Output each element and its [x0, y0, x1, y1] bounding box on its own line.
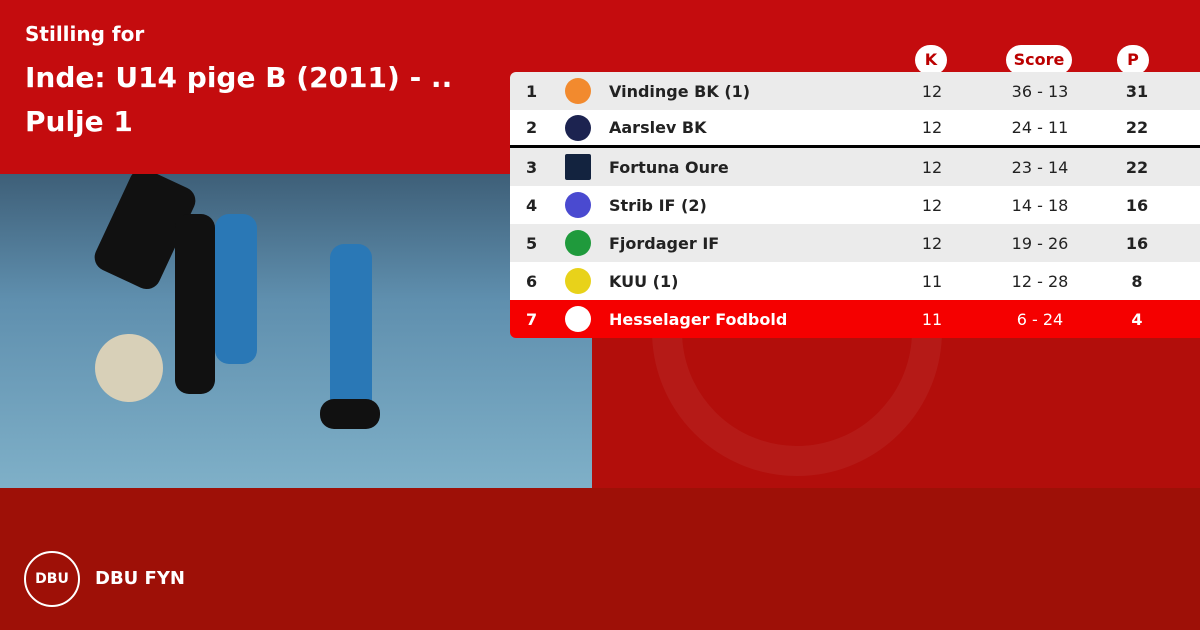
position: 3	[526, 157, 538, 177]
games-played: 12	[921, 81, 943, 101]
team-logo-icon	[565, 230, 591, 256]
games-played: 12	[921, 157, 943, 177]
team-name: KUU (1)	[609, 271, 679, 291]
points: 31	[1125, 81, 1149, 101]
games-played: 11	[921, 309, 943, 329]
table-row: 6 KUU (1) 11 12 - 28 8	[510, 262, 1200, 300]
dbu-logo: DBU	[24, 551, 80, 607]
score: 24 - 11	[1011, 118, 1069, 137]
team-name: Strib IF (2)	[609, 195, 707, 215]
page-title: Inde: U14 pige B (2011) - .. Pulje 1	[25, 61, 453, 138]
score: 14 - 18	[1011, 195, 1069, 215]
team-logo-icon	[565, 114, 591, 141]
team-name: Hesselager Fodbold	[609, 309, 788, 329]
position: 1	[526, 81, 538, 101]
team-name: Fjordager IF	[609, 233, 720, 253]
points: 16	[1125, 233, 1149, 253]
table-row: 1 Vindinge BK (1) 12 36 - 13 31	[510, 72, 1200, 110]
points: 16	[1125, 195, 1149, 215]
score: 12 - 28	[1011, 271, 1069, 291]
team-logo-icon	[565, 192, 591, 218]
org-name: DBU FYN	[95, 568, 185, 589]
futsal-photo	[0, 174, 592, 488]
games-played: 12	[921, 118, 943, 137]
team-name: Vindinge BK (1)	[609, 81, 751, 101]
score: 19 - 26	[1011, 233, 1069, 253]
table-row: 7 Hesselager Fodbold 11 6 - 24 4	[510, 300, 1200, 338]
position: 7	[526, 309, 538, 329]
table-row: 2 Aarslev BK 12 24 - 11 22	[510, 110, 1200, 148]
standings-table: 1 Vindinge BK (1) 12 36 - 13 31 2 Aarslev BK 12…	[510, 72, 1200, 338]
points: 22	[1125, 157, 1149, 177]
points: 8	[1131, 271, 1143, 291]
position: 2	[526, 118, 538, 137]
position: 5	[526, 233, 538, 253]
team-name: Fortuna Oure	[609, 157, 729, 177]
position: 6	[526, 271, 538, 291]
position: 4	[526, 195, 538, 215]
table-row: 5 Fjordager IF 12 19 - 26 16	[510, 224, 1200, 262]
subtitle: Stilling for	[25, 22, 145, 46]
team-name: Aarslev BK	[609, 118, 707, 137]
team-logo-icon	[565, 78, 591, 104]
column-header-p: P	[1117, 45, 1149, 75]
points: 4	[1131, 309, 1143, 329]
score: 23 - 14	[1011, 157, 1069, 177]
games-played: 12	[921, 233, 943, 253]
score: 6 - 24	[1016, 309, 1064, 329]
score: 36 - 13	[1011, 81, 1069, 101]
games-played: 12	[921, 195, 943, 215]
team-logo-icon	[565, 268, 591, 294]
table-row: 4 Strib IF (2) 12 14 - 18 16	[510, 186, 1200, 224]
table-row: 3 Fortuna Oure 12 23 - 14 22	[510, 148, 1200, 186]
column-header-k: K	[915, 45, 947, 75]
team-logo-icon	[565, 154, 591, 180]
games-played: 11	[921, 271, 943, 291]
column-header-score: Score	[1006, 45, 1072, 75]
team-logo-icon	[565, 306, 591, 332]
points: 22	[1125, 118, 1149, 137]
